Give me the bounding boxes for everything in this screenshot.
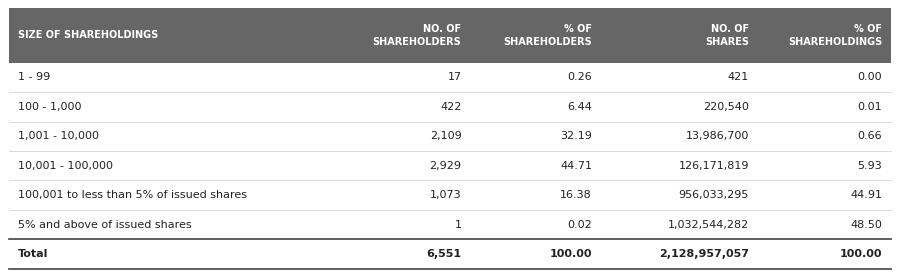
Text: SIZE OF SHAREHOLDINGS: SIZE OF SHAREHOLDINGS — [18, 31, 158, 41]
Text: 956,033,295: 956,033,295 — [679, 190, 749, 200]
Text: 2,929: 2,929 — [429, 161, 462, 171]
Text: 421: 421 — [728, 73, 749, 83]
Text: 5.93: 5.93 — [858, 161, 882, 171]
Text: 422: 422 — [440, 102, 462, 112]
Text: 2,109: 2,109 — [429, 131, 462, 141]
Text: 100.00: 100.00 — [840, 249, 882, 259]
Text: 1,073: 1,073 — [430, 190, 462, 200]
Text: 0.01: 0.01 — [858, 102, 882, 112]
Text: 32.19: 32.19 — [560, 131, 592, 141]
Text: NO. OF
SHAREHOLDERS: NO. OF SHAREHOLDERS — [373, 24, 462, 47]
Text: 17: 17 — [447, 73, 462, 83]
Text: % OF
SHAREHOLDINGS: % OF SHAREHOLDINGS — [788, 24, 882, 47]
Text: 16.38: 16.38 — [561, 190, 592, 200]
Text: NO. OF
SHARES: NO. OF SHARES — [705, 24, 749, 47]
Text: 100 - 1,000: 100 - 1,000 — [18, 102, 81, 112]
Text: 44.91: 44.91 — [850, 190, 882, 200]
Text: 0.66: 0.66 — [858, 131, 882, 141]
Text: 2,128,957,057: 2,128,957,057 — [659, 249, 749, 259]
Text: 1,001 - 10,000: 1,001 - 10,000 — [18, 131, 99, 141]
Text: 1,032,544,282: 1,032,544,282 — [668, 220, 749, 230]
Text: 48.50: 48.50 — [850, 220, 882, 230]
Text: 100,001 to less than 5% of issued shares: 100,001 to less than 5% of issued shares — [18, 190, 247, 200]
Text: 220,540: 220,540 — [703, 102, 749, 112]
Text: Total: Total — [18, 249, 49, 259]
Text: 13,986,700: 13,986,700 — [686, 131, 749, 141]
Text: 0.26: 0.26 — [567, 73, 592, 83]
Text: 0.02: 0.02 — [567, 220, 592, 230]
Bar — [9, 8, 891, 63]
Text: 44.71: 44.71 — [560, 161, 592, 171]
Text: 5% and above of issued shares: 5% and above of issued shares — [18, 220, 192, 230]
Text: % OF
SHAREHOLDERS: % OF SHAREHOLDERS — [503, 24, 592, 47]
Text: 0.00: 0.00 — [858, 73, 882, 83]
Text: 10,001 - 100,000: 10,001 - 100,000 — [18, 161, 112, 171]
Text: 100.00: 100.00 — [550, 249, 592, 259]
Text: 1 - 99: 1 - 99 — [18, 73, 50, 83]
Text: 6.44: 6.44 — [567, 102, 592, 112]
Text: 1: 1 — [454, 220, 462, 230]
Text: 6,551: 6,551 — [427, 249, 462, 259]
Text: 126,171,819: 126,171,819 — [679, 161, 749, 171]
